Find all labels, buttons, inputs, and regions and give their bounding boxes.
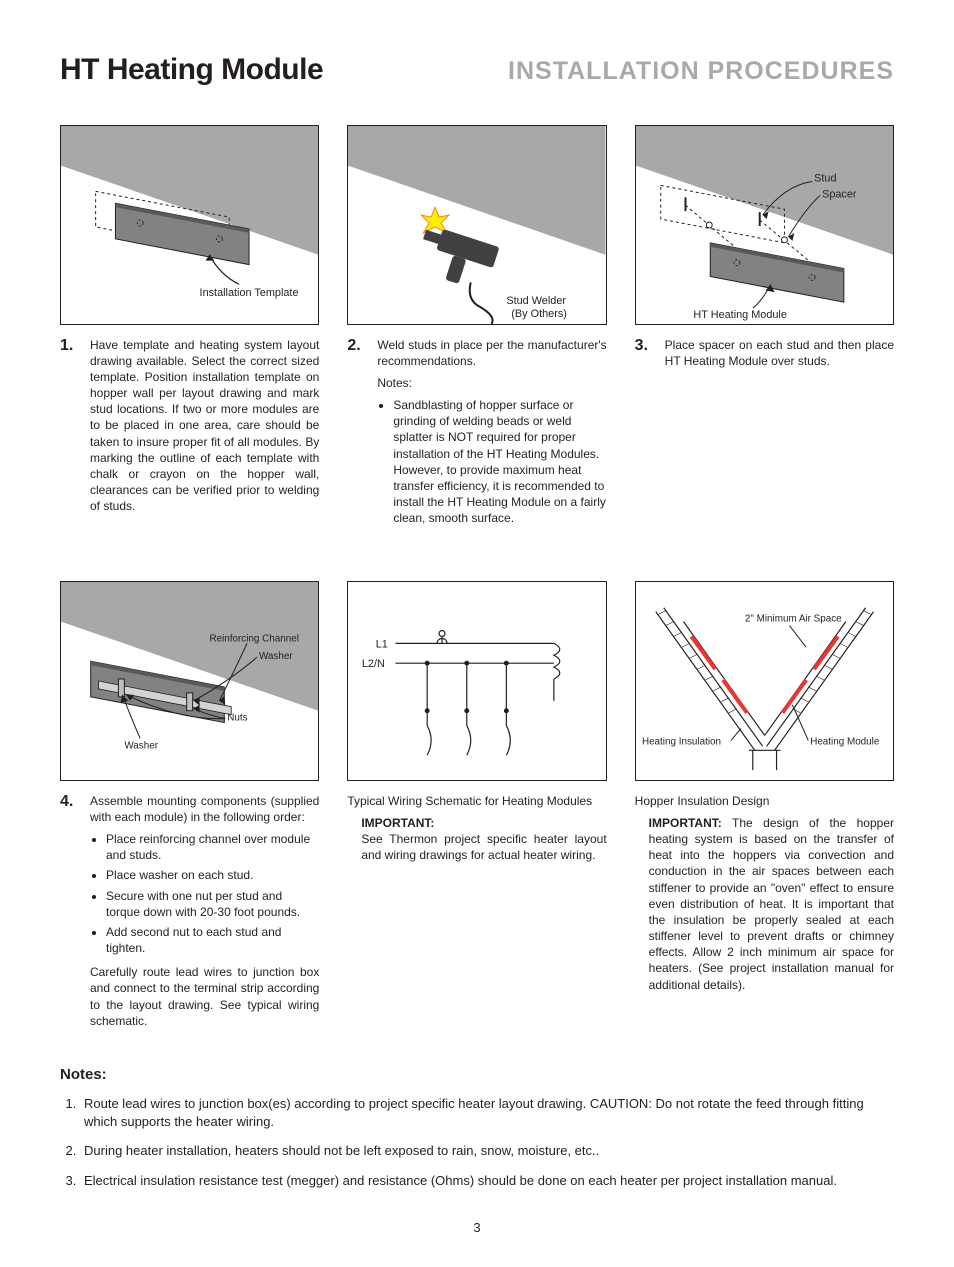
wiring-l2: L2/N	[362, 658, 385, 670]
step-1: 1. Have template and heating system layo…	[60, 337, 319, 521]
wiring-important-label: IMPORTANT:	[361, 816, 434, 830]
figure-wiring: L1 L2/N	[347, 581, 606, 781]
step-2-text: Weld studs in place per the manufacturer…	[377, 337, 606, 531]
note-3: Electrical insulation resistance test (m…	[80, 1172, 894, 1190]
step-2-number: 2.	[347, 337, 367, 355]
insulation-important: IMPORTANT: The design of the hopper heat…	[635, 815, 894, 993]
ins-label-b: Heating Insulation	[642, 736, 721, 747]
step-2-note-1: Sandblasting of hopper surface or grindi…	[393, 397, 606, 527]
step-2-notes-list: Sandblasting of hopper surface or grindi…	[377, 397, 606, 527]
insulation-important-label: IMPORTANT:	[649, 816, 722, 830]
wiring-important-text: See Thermon project specific heater layo…	[361, 831, 606, 863]
wiring-cell: L1 L2/N	[347, 581, 606, 1035]
fig4-label-a: Reinforcing Channel	[209, 633, 298, 644]
step-4-cell: Reinforcing Channel Washer Nuts Washer 4…	[60, 581, 319, 1035]
step-4-b4: Add second nut to each stud and tighten.	[106, 924, 319, 956]
figure-2: Stud Welder (By Others)	[347, 125, 606, 325]
note-1: Route lead wires to junction box(es) acc…	[80, 1095, 894, 1130]
figure-1: Installation Template	[60, 125, 319, 325]
wiring-important: IMPORTANT: See Thermon project specific …	[347, 815, 606, 864]
step-4-text: Assemble mounting components (supplied w…	[90, 793, 319, 1035]
fig4-label-d: Washer	[124, 740, 158, 751]
step-2-notes-label: Notes:	[377, 375, 606, 391]
fig1-label: Installation Template	[200, 287, 299, 299]
page-header: HT Heating Module INSTALLATION PROCEDURE…	[60, 50, 894, 91]
step-4-b3: Secure with one nut per stud and torque …	[106, 888, 319, 920]
step-2: 2. Weld studs in place per the manufactu…	[347, 337, 606, 531]
notes-heading: Notes:	[60, 1065, 894, 1085]
step-3-number: 3.	[635, 337, 655, 355]
step-4-tail: Carefully route lead wires to junction b…	[90, 964, 319, 1029]
step-2-cell: Stud Welder (By Others) 2. Weld studs in…	[347, 125, 606, 531]
fig4-label-b: Washer	[259, 651, 293, 662]
notes-list: Route lead wires to junction box(es) acc…	[60, 1095, 894, 1189]
fig4-label-c: Nuts	[227, 712, 247, 723]
step-3: 3. Place spacer on each stud and then pl…	[635, 337, 894, 375]
fig2-label-b: (By Others)	[512, 308, 568, 320]
fig2-label-a: Stud Welder	[507, 295, 567, 307]
step-1-cell: Installation Template 1. Have template a…	[60, 125, 319, 531]
step-3-cell: Stud Spacer HT Heating Module 3. Place s…	[635, 125, 894, 531]
fig3-label-c: HT Heating Module	[693, 309, 787, 321]
step-4: 4. Assemble mounting components (supplie…	[60, 793, 319, 1035]
step-4-b2: Place washer on each stud.	[106, 867, 319, 883]
step-4-b1: Place reinforcing channel over module an…	[106, 831, 319, 863]
content-grid: Installation Template 1. Have template a…	[60, 125, 894, 1036]
fig3-label-a: Stud	[814, 172, 836, 184]
page-number: 3	[60, 1219, 894, 1237]
insulation-caption: Hopper Insulation Design	[635, 793, 894, 809]
figure-3: Stud Spacer HT Heating Module	[635, 125, 894, 325]
insulation-important-text: The design of the hopper heating system …	[649, 816, 894, 992]
note-2: During heater installation, heaters shou…	[80, 1142, 894, 1160]
step-4-bullets: Place reinforcing channel over module an…	[90, 831, 319, 956]
step-1-text: Have template and heating system layout …	[90, 337, 319, 521]
page-subtitle: INSTALLATION PROCEDURES	[508, 55, 894, 89]
ins-label-c: Heating Module	[810, 736, 880, 747]
page-title: HT Heating Module	[60, 50, 323, 91]
step-1-number: 1.	[60, 337, 80, 355]
wiring-l1: L1	[376, 638, 388, 650]
wiring-caption: Typical Wiring Schematic for Heating Mod…	[347, 793, 606, 809]
step-3-text: Place spacer on each stud and then place…	[665, 337, 894, 375]
figure-4: Reinforcing Channel Washer Nuts Washer	[60, 581, 319, 781]
ins-label-a: 2" Minimum Air Space	[745, 613, 842, 624]
figure-insulation: 2" Minimum Air Space Heating Insulation …	[635, 581, 894, 781]
insulation-cell: 2" Minimum Air Space Heating Insulation …	[635, 581, 894, 1035]
fig3-label-b: Spacer	[822, 188, 857, 200]
step-4-number: 4.	[60, 793, 80, 811]
